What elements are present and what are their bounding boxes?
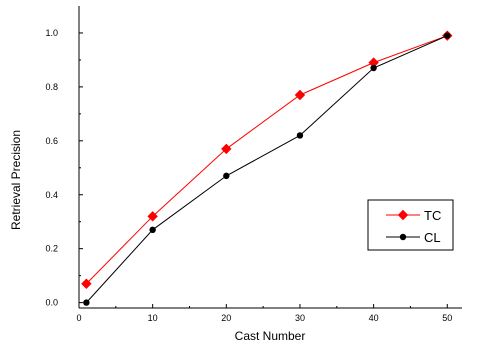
data-point-tc (147, 211, 158, 222)
data-point-cl (83, 299, 90, 306)
x-tick-label: 10 (148, 313, 158, 323)
series-cl (83, 32, 451, 306)
series-line-tc (86, 35, 448, 285)
axes (78, 6, 462, 309)
legend: TC CL (367, 199, 454, 251)
y-tick-label: 0.8 (45, 82, 58, 92)
data-point-cl (296, 132, 304, 139)
y-tick-label: 1.0 (45, 28, 58, 38)
series-layer (81, 30, 453, 306)
y-axis-title: Retrieval Precision (9, 130, 23, 230)
legend-label: TC (424, 208, 441, 223)
x-tick-label: 0 (76, 313, 81, 323)
legend-item-cl: CL (386, 230, 441, 245)
data-point-cl (370, 64, 377, 72)
x-tick-label: 20 (221, 313, 231, 323)
legend-label: CL (424, 230, 441, 245)
data-point-tc (81, 278, 92, 289)
data-point-tc (294, 89, 306, 101)
legend-marker (397, 209, 409, 221)
x-tick-label: 40 (369, 313, 379, 323)
legend-marker (399, 233, 407, 241)
x-tick-label: 50 (442, 313, 452, 323)
data-point-cl (223, 172, 230, 180)
data-point-cl (149, 226, 156, 234)
x-axis-title: Cast Number (235, 329, 306, 343)
y-tick-label: 0.6 (45, 136, 58, 146)
y-tick-label: 0.4 (45, 190, 58, 200)
data-point-tc (221, 143, 232, 155)
y-tick-label: 0.0 (45, 298, 58, 308)
legend-box (367, 199, 454, 251)
data-point-cl (444, 32, 451, 39)
x-ticks: 0 10 20 30 40 50 (76, 304, 452, 323)
series-line-cl (85, 35, 448, 303)
y-tick-label: 0.2 (45, 244, 58, 254)
x-tick-label: 30 (295, 313, 305, 323)
legend-item-tc: TC (386, 208, 441, 223)
y-ticks: 0.0 0.2 0.4 0.6 0.8 1.0 (45, 28, 83, 308)
